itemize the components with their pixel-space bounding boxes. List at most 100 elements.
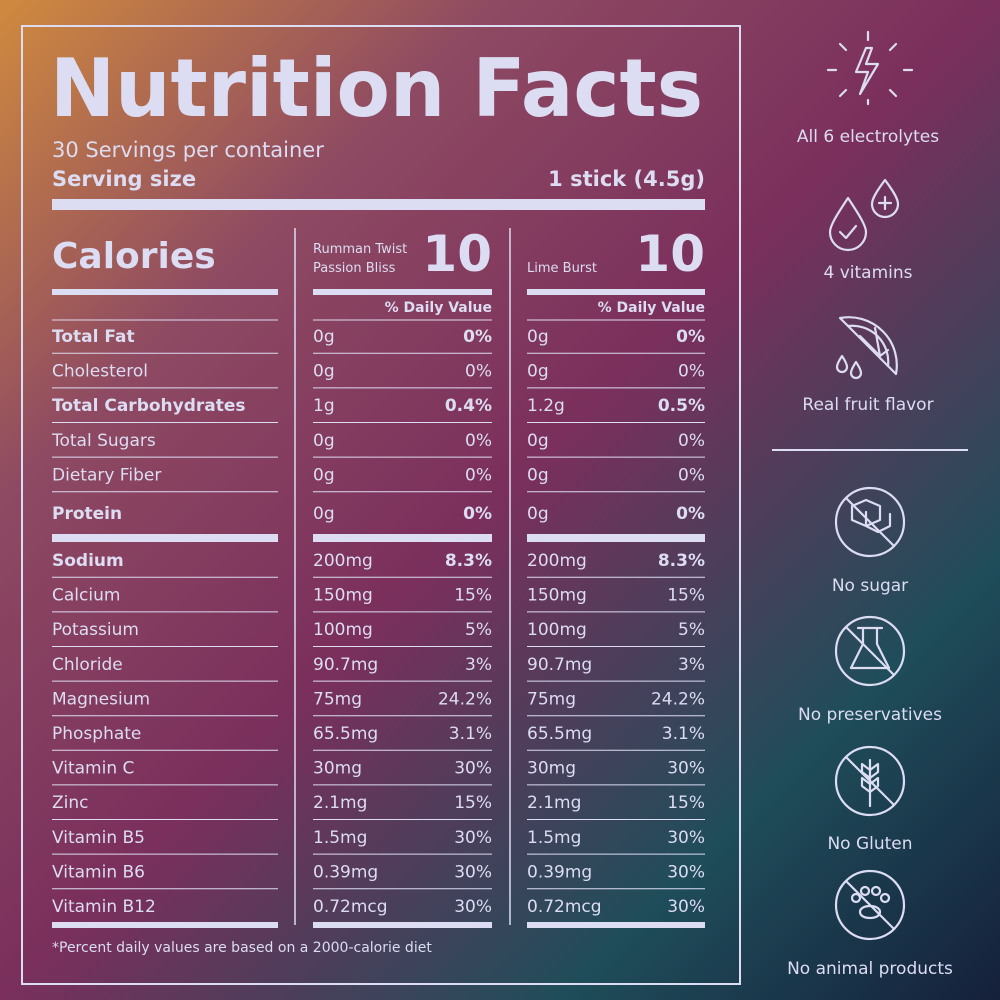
nutrient-label: Magnesium	[52, 689, 150, 709]
daily-value: 3%	[465, 655, 492, 675]
amount: 2.1mg	[527, 793, 581, 813]
feature-label: No animal products	[787, 959, 953, 979]
amount: 1g	[313, 396, 335, 416]
daily-value: 15%	[667, 586, 705, 606]
daily-value: 30%	[667, 862, 705, 882]
daily-value: 0%	[465, 431, 492, 451]
daily-value: 0%	[465, 465, 492, 485]
amount: 0.39mg	[313, 862, 378, 882]
thick-rule	[52, 199, 705, 210]
amount: 200mg	[527, 551, 587, 571]
thick-rule	[527, 289, 705, 295]
title: Nutrition Facts	[50, 42, 703, 135]
amount: 0g	[313, 504, 335, 524]
daily-value: 15%	[667, 793, 705, 813]
amount: 0.72mcg	[313, 897, 388, 917]
icon-no-sugar	[834, 486, 906, 558]
daily-value: 30%	[667, 897, 705, 917]
daily-value: 0%	[463, 327, 492, 347]
nutrient-label: Protein	[52, 504, 122, 524]
daily-value: 0.5%	[658, 396, 705, 416]
product-name: Passion Bliss	[313, 261, 396, 276]
amount: 100mg	[313, 620, 373, 640]
thick-rule	[313, 922, 492, 928]
thick-rule	[313, 534, 492, 542]
nutrient-label: Phosphate	[52, 724, 141, 744]
amount: 1.2g	[527, 396, 565, 416]
serving-size-value: 1 stick (4.5g)	[548, 167, 705, 191]
footnote: *Percent daily values are based on a 200…	[52, 940, 432, 956]
nutrient-label: Total Carbohydrates	[52, 396, 246, 416]
amount: 0.39mg	[527, 862, 592, 882]
nutrient-label: Vitamin B5	[52, 828, 145, 848]
amount: 1.5mg	[527, 828, 581, 848]
daily-value: 5%	[465, 620, 492, 640]
nutrient-label: Zinc	[52, 793, 89, 813]
daily-value-header: % Daily Value	[385, 300, 492, 316]
icon-no-animal	[834, 869, 906, 941]
amount: 200mg	[313, 551, 373, 571]
product-calories: 10	[422, 225, 492, 283]
feature-label: All 6 electrolytes	[797, 127, 939, 147]
amount: 0g	[527, 362, 549, 382]
amount: 0g	[313, 465, 335, 485]
calories-label: Calories	[52, 236, 216, 277]
daily-value: 15%	[454, 586, 492, 606]
feature-label: No sugar	[832, 576, 908, 596]
amount: 75mg	[313, 689, 362, 709]
nutrient-label: Vitamin B6	[52, 862, 145, 882]
nutrient-label: Vitamin C	[52, 759, 134, 779]
amount: 150mg	[313, 586, 373, 606]
daily-value: 8.3%	[445, 551, 492, 571]
daily-value: 0%	[465, 362, 492, 382]
daily-value: 3.1%	[662, 724, 705, 744]
nutrient-label: Cholesterol	[52, 362, 148, 382]
amount: 65.5mg	[527, 724, 592, 744]
feature-label: No preservatives	[798, 705, 942, 725]
feature-label: 4 vitamins	[823, 263, 912, 283]
daily-value: 30%	[454, 759, 492, 779]
icon-citrus	[835, 316, 898, 380]
daily-value: 0.4%	[445, 396, 492, 416]
icon-no-preservatives	[834, 615, 906, 687]
nutrient-label: Sodium	[52, 551, 124, 571]
amount: 150mg	[527, 586, 587, 606]
daily-value: 30%	[454, 862, 492, 882]
amount: 30mg	[527, 759, 576, 779]
amount: 2.1mg	[313, 793, 367, 813]
daily-value: 30%	[454, 828, 492, 848]
daily-value: 30%	[454, 897, 492, 917]
daily-value: 0%	[463, 504, 492, 524]
daily-value: 3.1%	[449, 724, 492, 744]
daily-value: 5%	[678, 620, 705, 640]
nutrient-label: Total Sugars	[51, 431, 156, 451]
daily-value: 0%	[676, 504, 705, 524]
daily-value: 0%	[676, 327, 705, 347]
amount: 65.5mg	[313, 724, 378, 744]
nutrient-label: Vitamin B12	[52, 897, 156, 917]
nutrient-label: Potassium	[52, 620, 139, 640]
thick-rule	[52, 534, 278, 542]
daily-value: 8.3%	[658, 551, 705, 571]
daily-value: 0%	[678, 362, 705, 382]
amount: 0g	[313, 362, 335, 382]
product-name: Lime Burst	[527, 261, 597, 276]
nutrient-label: Calcium	[52, 586, 120, 606]
nutrient-label: Chloride	[52, 655, 123, 675]
thick-rule	[313, 289, 492, 295]
serving-size-label: Serving size	[52, 167, 196, 191]
product-name: Rumman Twist	[313, 242, 407, 257]
nutrient-label: Dietary Fiber	[52, 465, 161, 485]
amount: 0g	[313, 327, 335, 347]
daily-value: 0%	[678, 465, 705, 485]
product-calories: 10	[635, 225, 705, 283]
feature-label: Real fruit flavor	[802, 395, 933, 415]
daily-value: 24.2%	[438, 689, 492, 709]
amount: 0g	[313, 431, 335, 451]
nutrient-label: Total Fat	[52, 327, 135, 347]
amount: 75mg	[527, 689, 576, 709]
feature-label: No Gluten	[827, 834, 912, 854]
daily-value: 24.2%	[651, 689, 705, 709]
